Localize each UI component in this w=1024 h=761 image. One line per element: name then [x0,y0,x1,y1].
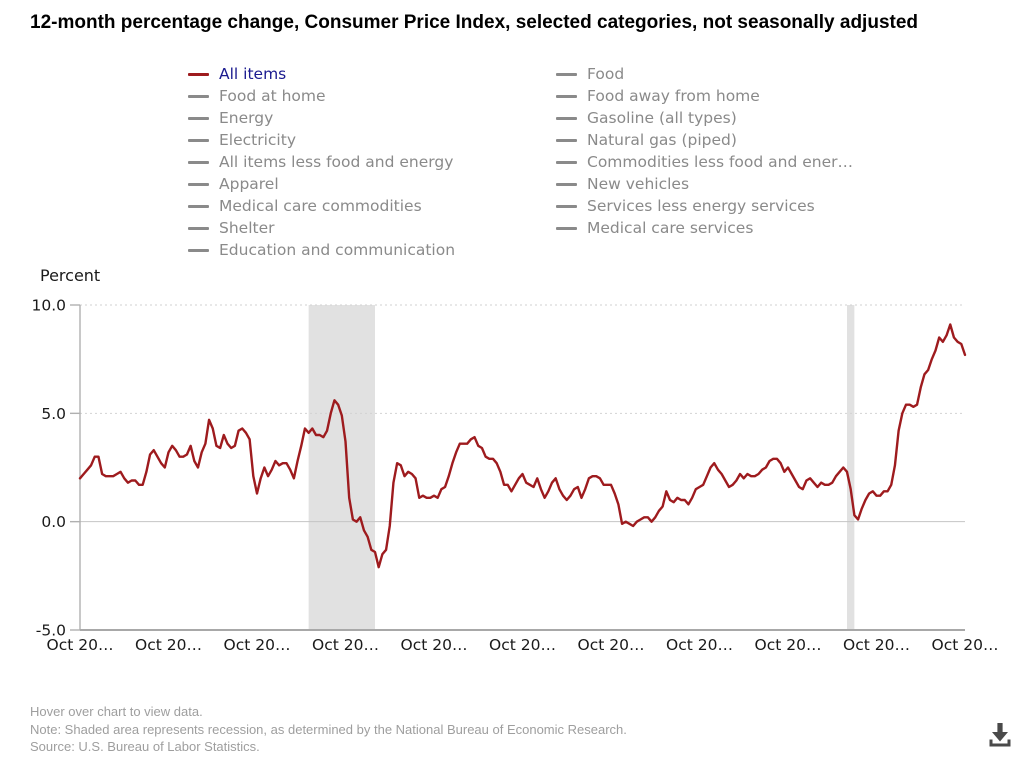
legend-item-label: All items less food and energy [219,153,454,171]
x-axis-label: Oct 20… [666,636,733,654]
y-axis-label: 5.0 [41,405,66,423]
legend-item-label: Gasoline (all types) [587,109,737,127]
legend-item-label: Electricity [219,131,296,149]
recession-note: Note: Shaded area represents recession, … [30,721,627,737]
legend-series-dash-icon [188,204,209,208]
legend-series-dash-icon [556,116,577,120]
x-axis-label: Oct 20… [755,636,822,654]
legend-item-label: Apparel [219,175,279,193]
legend-series-dash-icon [556,226,577,230]
legend-item-energy[interactable]: Energy [188,107,455,129]
x-axis-label: Oct 20… [312,636,379,654]
legend-item-apparel[interactable]: Apparel [188,173,455,195]
legend-item-label: Natural gas (piped) [587,131,737,149]
x-axis-label: Oct 20… [843,636,910,654]
x-axis-label: Oct 20… [489,636,556,654]
legend-column-left: All items Food at home Energy Electricity Al… [188,63,455,261]
recession-band [308,305,375,630]
download-icon [989,722,1011,746]
legend-item-commodities-less-food-and-ener[interactable]: Commodities less food and ener… [556,151,853,173]
legend-series-dash-icon [188,226,209,230]
legend-series-dash-icon [556,72,577,76]
legend-series-dash-icon [556,138,577,142]
x-axis-label: Oct 20… [47,636,114,654]
legend-series-dash-icon [188,116,209,120]
y-axis-label: 10.0 [31,297,66,315]
legend-item-label: Education and communication [219,241,456,259]
legend-series-dash-icon [188,160,209,164]
legend-series-dash-icon [556,94,577,98]
legend-item-electricity[interactable]: Electricity [188,129,455,151]
x-axis-label: Oct 20… [135,636,202,654]
legend-item-all-items-less-food-and-energy[interactable]: All items less food and energy [188,151,455,173]
legend-item-label: Food at home [219,87,326,105]
legend-item-education-and-communication[interactable]: Education and communication [188,239,455,261]
source-note: Source: U.S. Bureau of Labor Statistics. [30,739,260,754]
legend-item-label: Medical care commodities [219,197,422,215]
legend-item-medical-care-services[interactable]: Medical care services [556,217,853,239]
x-axis-label: Oct 20… [932,636,999,654]
legend-item-natural-gas-piped[interactable]: Natural gas (piped) [556,129,853,151]
x-axis-label: Oct 20… [578,636,645,654]
hover-hint: Hover over chart to view data. [30,704,203,719]
legend-item-shelter[interactable]: Shelter [188,217,455,239]
legend-series-dash-icon [556,204,577,208]
legend-item-all-items[interactable]: All items [188,63,455,85]
series-line-all-items[interactable] [78,323,967,569]
y-axis-title: Percent [40,266,101,285]
legend-item-label: Food [587,65,625,83]
recession-band [847,305,855,630]
legend-series-dash-icon [556,160,577,164]
legend-item-label: Services less energy services [587,197,815,215]
legend-series-dash-icon [556,182,577,186]
legend-item-gasoline-all-types[interactable]: Gasoline (all types) [556,107,853,129]
page-title: 12-month percentage change, Consumer Pri… [30,12,919,33]
legend-series-dash-icon [188,182,209,186]
legend-item-label: Commodities less food and ener… [587,153,854,171]
y-axis-label: 0.0 [41,513,66,531]
legend-item-label: New vehicles [587,175,690,193]
legend-series-dash-icon [188,248,209,252]
download-button[interactable] [982,715,1018,755]
legend-item-services-less-energy-services[interactable]: Services less energy services [556,195,853,217]
legend-item-medical-care-commodities[interactable]: Medical care commodities [188,195,455,217]
legend-series-dash-icon [188,72,209,76]
legend-item-food-at-home[interactable]: Food at home [188,85,455,107]
legend-series-dash-icon [188,138,209,142]
legend-item-food-away-from-home[interactable]: Food away from home [556,85,853,107]
y-axis-label: -5.0 [36,622,66,640]
legend-item-label: Shelter [219,219,275,237]
legend-series-dash-icon [188,94,209,98]
legend-item-label: Food away from home [587,87,760,105]
legend-item-food[interactable]: Food [556,63,853,85]
legend-item-label: Medical care services [587,219,754,237]
legend-item-label: All items [219,65,287,83]
chart-footnotes: Hover over chart to view data. Note: Sha… [30,703,627,756]
legend-item-label: Energy [219,109,274,127]
x-axis-label: Oct 20… [224,636,291,654]
legend-item-new-vehicles[interactable]: New vehicles [556,173,853,195]
legend-column-right: Food Food away from home Gasoline (all typ… [556,63,853,239]
x-axis-label: Oct 20… [401,636,468,654]
